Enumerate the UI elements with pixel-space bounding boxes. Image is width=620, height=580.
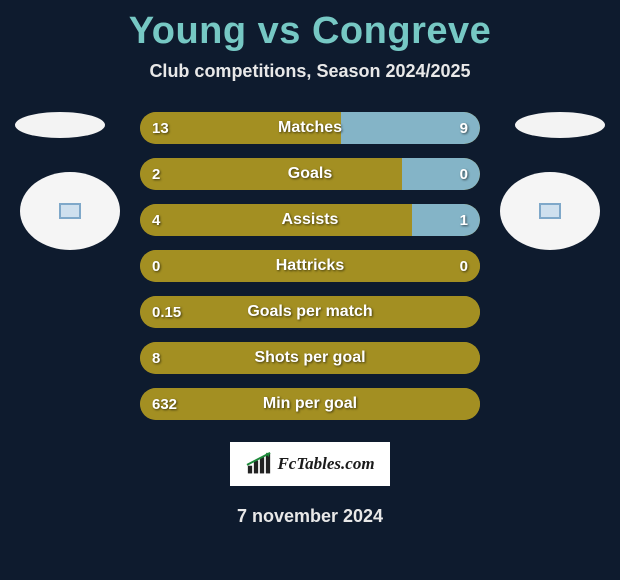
stat-label: Goals per match (140, 303, 480, 321)
stat-value-left: 632 (152, 396, 177, 413)
date-label: 7 november 2024 (0, 506, 620, 527)
stat-value-left: 8 (152, 350, 160, 367)
stat-row: 0.15Goals per match (140, 296, 480, 328)
stat-label: Goals (140, 165, 480, 183)
page-title: Young vs Congreve (0, 0, 620, 53)
stat-row: 2Goals0 (140, 158, 480, 190)
stat-label: Assists (140, 211, 480, 229)
right-team-ellipse (515, 112, 605, 138)
stat-label: Matches (140, 119, 480, 137)
stat-label: Min per goal (140, 395, 480, 413)
stat-row: 13Matches9 (140, 112, 480, 144)
bar-chart-icon (245, 452, 273, 476)
left-team-ellipse (15, 112, 105, 138)
stat-value-right: 1 (460, 212, 468, 229)
stat-value-left: 2 (152, 166, 160, 183)
stat-label: Shots per goal (140, 349, 480, 367)
stat-value-left: 0.15 (152, 304, 181, 321)
comparison-content: 13Matches92Goals04Assists10Hattricks00.1… (0, 112, 620, 420)
left-team-badge (20, 172, 120, 250)
stat-label: Hattricks (140, 257, 480, 275)
stat-row: 0Hattricks0 (140, 250, 480, 282)
stat-bars: 13Matches92Goals04Assists10Hattricks00.1… (140, 112, 480, 420)
stat-value-right: 0 (460, 258, 468, 275)
subtitle: Club competitions, Season 2024/2025 (0, 61, 620, 82)
stat-value-left: 13 (152, 120, 169, 137)
fctables-logo: FcTables.com (230, 442, 390, 486)
right-team-badge (500, 172, 600, 250)
placeholder-icon (539, 203, 561, 219)
stat-value-right: 9 (460, 120, 468, 137)
stat-value-right: 0 (460, 166, 468, 183)
stat-row: 632Min per goal (140, 388, 480, 420)
stat-row: 8Shots per goal (140, 342, 480, 374)
stat-row: 4Assists1 (140, 204, 480, 236)
stat-value-left: 4 (152, 212, 160, 229)
logo-text: FcTables.com (277, 454, 374, 474)
stat-value-left: 0 (152, 258, 160, 275)
placeholder-icon (59, 203, 81, 219)
